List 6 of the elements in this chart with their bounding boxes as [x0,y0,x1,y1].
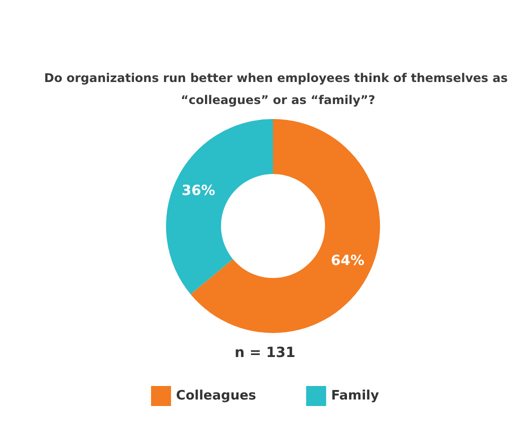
legend-label: Colleagues [176,388,256,404]
data-label: 36% [182,182,216,199]
text: n = 131 [234,345,296,361]
legend-label: Family [331,388,380,404]
chart-title: Do organizations run better when employees think of themselves as “colleagues” or as “family”? [44,71,512,107]
data-label: 64% [330,253,364,270]
